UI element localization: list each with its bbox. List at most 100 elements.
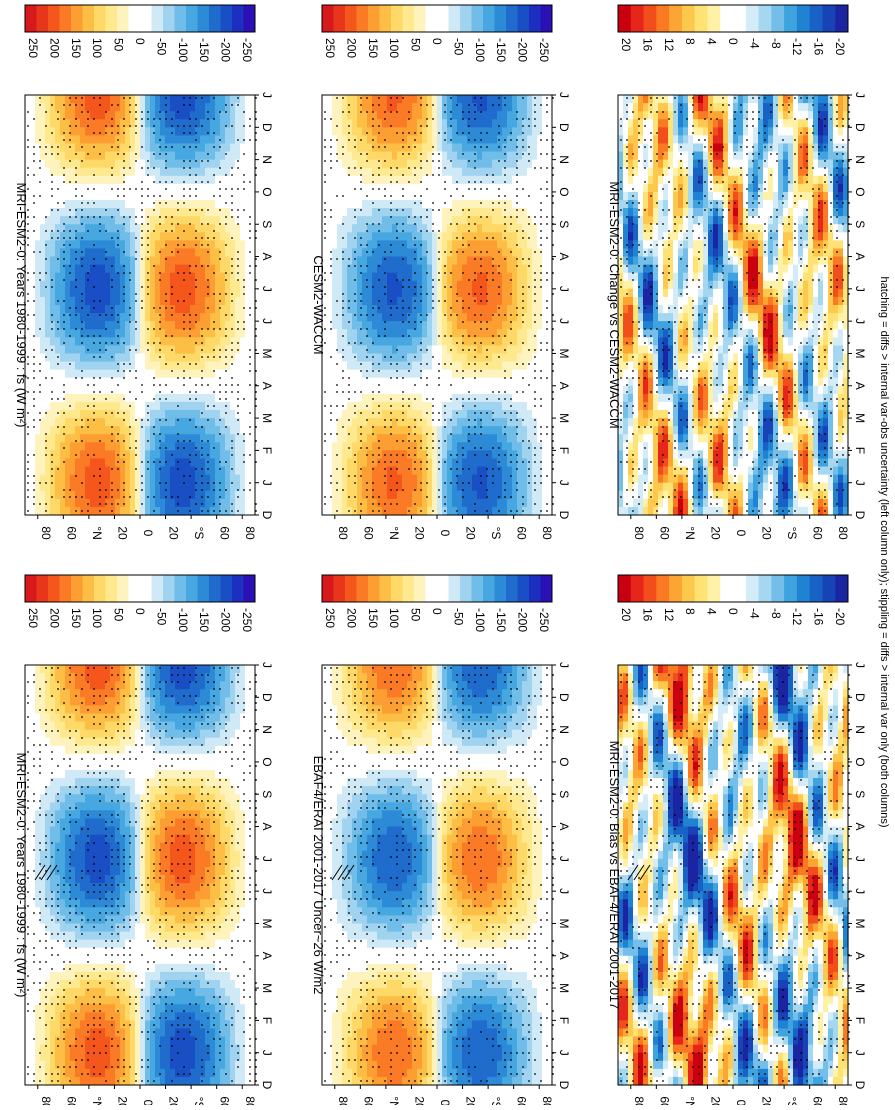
stipple-dot: [51, 898, 53, 900]
heat-cell: [115, 152, 121, 161]
stipple-dot: [45, 1003, 47, 1005]
heat-cell: [75, 964, 81, 973]
stipple-dot: [93, 905, 95, 907]
heat-cell: [110, 434, 116, 443]
heat-cell: [220, 786, 226, 795]
heat-cell: [185, 762, 191, 771]
heat-cell: [130, 378, 136, 387]
heat-cell: [70, 899, 76, 908]
stipple-dot: [243, 996, 245, 998]
heat-cell: [135, 127, 141, 136]
heat-cell: [170, 996, 176, 1005]
heat-cell: [45, 827, 51, 836]
heat-cell: [120, 143, 126, 152]
heat-cell: [120, 410, 126, 419]
stipple-dot: [99, 891, 101, 893]
stipple-dot: [81, 688, 83, 690]
stipple-dot: [147, 891, 149, 893]
heat-cell: [200, 907, 206, 916]
stipple-dot: [207, 1052, 209, 1054]
heat-cell: [155, 297, 161, 306]
heat-cell: [100, 794, 106, 803]
heat-cell: [100, 491, 106, 500]
heat-cell: [80, 321, 86, 330]
stipple-dot: [69, 737, 71, 739]
heat-cell: [190, 996, 196, 1005]
stipple-dot: [63, 877, 65, 879]
stipple-dot: [63, 996, 65, 998]
lat-tick-label: 0: [141, 1100, 155, 1105]
heat-cell: [45, 762, 51, 771]
stipple-dot: [57, 905, 59, 907]
heat-cell: [205, 891, 211, 900]
stipple-dot: [123, 954, 125, 956]
heat-cell: [160, 875, 166, 884]
heat-cell: [100, 329, 106, 338]
heat-cell: [75, 835, 81, 844]
stipple-dot: [105, 968, 107, 970]
heat-cell: [140, 152, 146, 161]
heat-cell: [65, 956, 71, 965]
heat-cell: [160, 980, 166, 989]
heat-cell: [110, 240, 116, 249]
heat-cell: [215, 802, 221, 811]
stipple-dot: [75, 926, 77, 928]
heat-cell: [30, 827, 36, 836]
stipple-dot: [141, 856, 143, 858]
heat-cell: [40, 499, 46, 508]
heat-cell: [145, 1020, 151, 1029]
heat-cell: [55, 168, 61, 177]
stipple-dot: [141, 667, 143, 669]
heat-cell: [115, 875, 121, 884]
stipple-dot: [249, 968, 251, 970]
heat-cell: [105, 176, 111, 185]
stipple-dot: [171, 1024, 173, 1026]
stipple-dot: [243, 793, 245, 795]
stipple-dot: [153, 961, 155, 963]
heat-cell: [65, 972, 71, 981]
heat-cell: [100, 964, 106, 973]
heat-cell: [90, 353, 96, 362]
heat-cell: [160, 119, 166, 128]
heat-cell: [110, 891, 116, 900]
heat-cell: [105, 1012, 111, 1021]
heat-cell: [150, 891, 156, 900]
stipple-dot: [129, 1003, 131, 1005]
heat-cell: [95, 176, 101, 185]
heat-cell: [145, 899, 151, 908]
heat-cell: [135, 665, 141, 674]
stipple-dot: [111, 835, 113, 837]
heat-cell: [230, 730, 236, 739]
heat-cell: [210, 1004, 216, 1013]
heat-cell: [145, 305, 151, 314]
stipple-dot: [231, 1003, 233, 1005]
heat-cell: [100, 940, 106, 949]
heat-cell: [70, 353, 76, 362]
heat-cell: [135, 1061, 141, 1070]
heat-cell: [25, 95, 31, 104]
heat-cell: [60, 689, 66, 698]
heat-cell: [205, 689, 211, 698]
heat-cell: [70, 394, 76, 403]
heat-cell: [205, 1004, 211, 1013]
heat-cell: [165, 843, 171, 852]
heat-cell: [60, 1004, 66, 1013]
heat-cell: [55, 1061, 61, 1070]
heat-cell: [110, 827, 116, 836]
heat-cell: [150, 827, 156, 836]
heat-cell: [120, 1028, 126, 1037]
heat-cell: [185, 665, 191, 674]
stipple-dot: [147, 702, 149, 704]
stipple-dot: [159, 786, 161, 788]
stipple-dot: [69, 1024, 71, 1026]
heat-cell: [125, 160, 131, 169]
heat-cell: [125, 434, 131, 443]
stipple-dot: [141, 891, 143, 893]
heat-cell: [140, 257, 146, 266]
heat-cell: [140, 899, 146, 908]
heat-cell: [30, 119, 36, 128]
stipple-dot: [75, 821, 77, 823]
stipple-dot: [183, 758, 185, 760]
heat-cell: [40, 794, 46, 803]
heat-cell: [80, 216, 86, 225]
